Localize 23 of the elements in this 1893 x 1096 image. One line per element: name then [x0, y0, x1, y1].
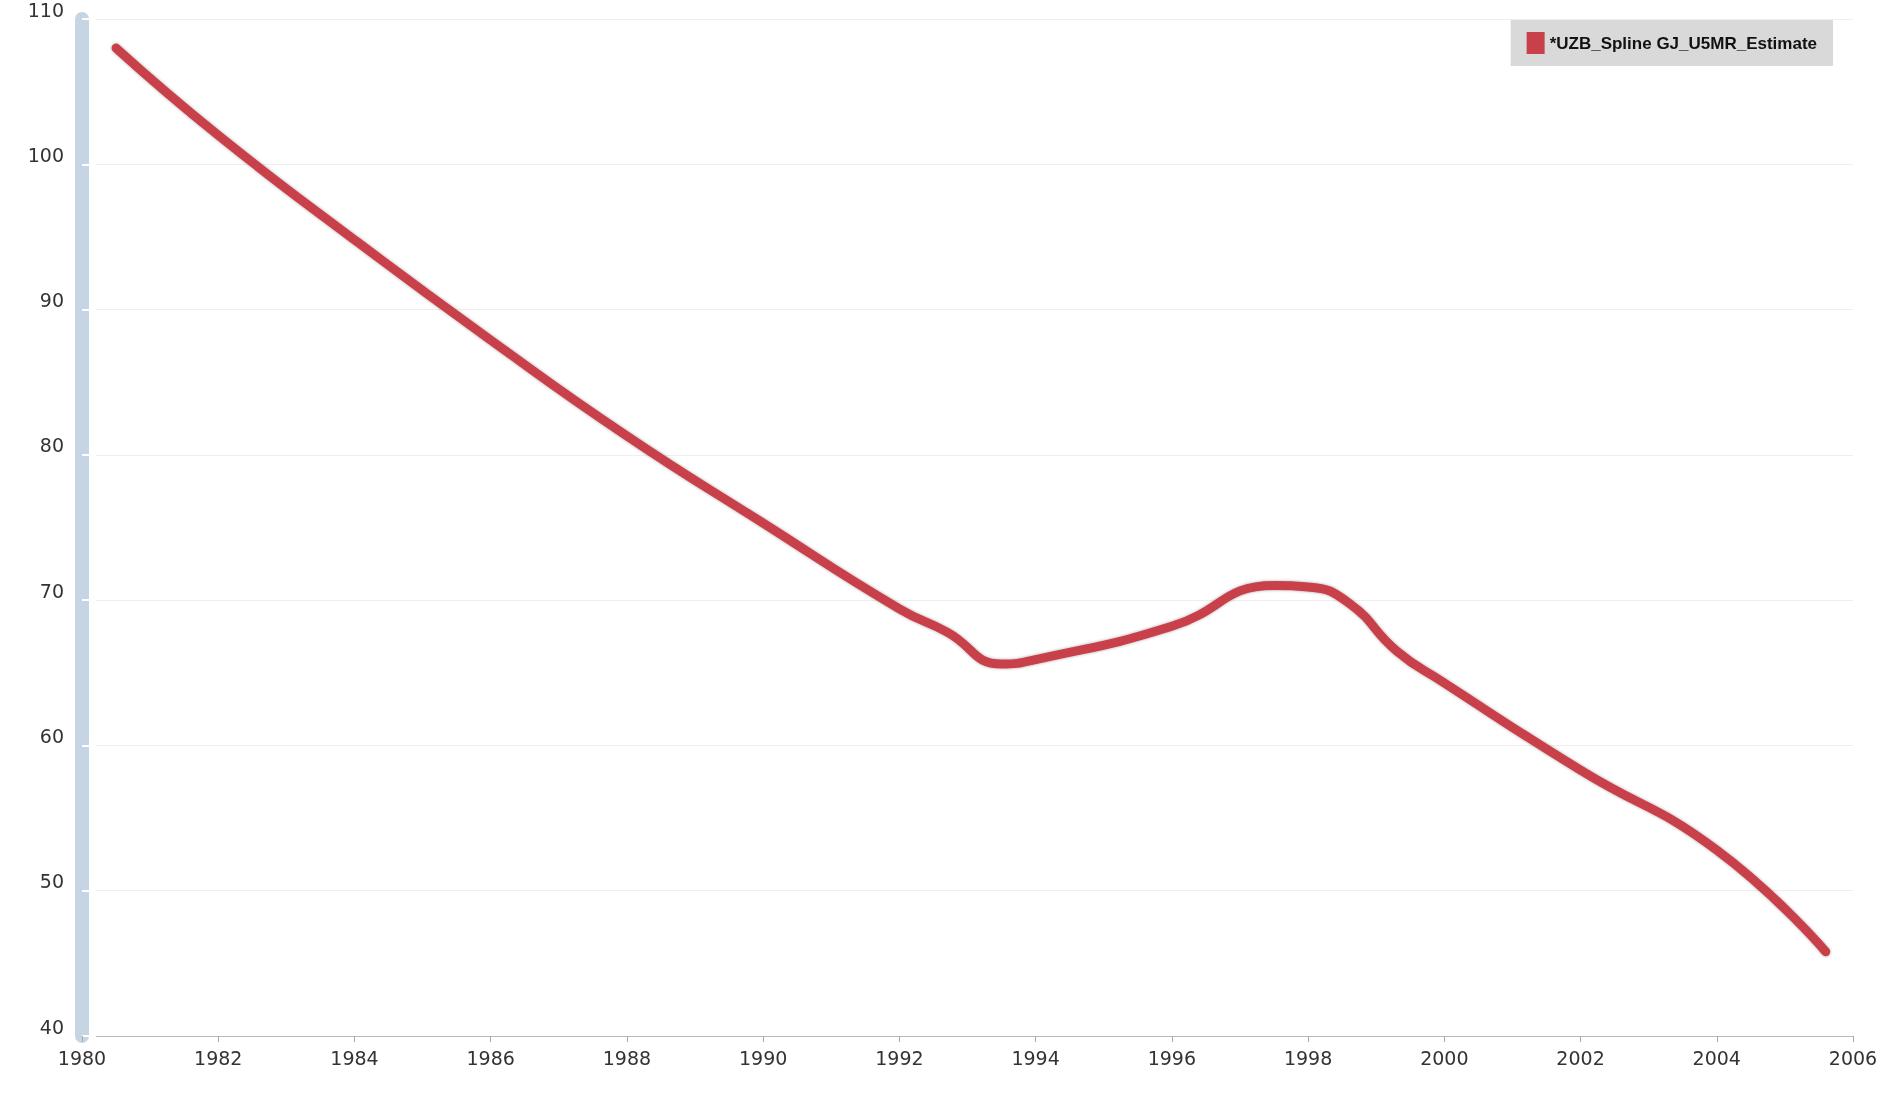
y-tick-label: 70 [39, 579, 64, 602]
x-tick-label: 1992 [875, 1046, 924, 1069]
y-tick-label: 40 [39, 1015, 64, 1038]
x-tick-label: 1994 [1011, 1046, 1060, 1069]
y-tick-label: 60 [39, 724, 64, 747]
x-tick-label: 1986 [466, 1046, 515, 1069]
x-tick-label: 1988 [602, 1046, 652, 1069]
x-tick-label: 1982 [194, 1046, 243, 1069]
x-tick-label: 1998 [1283, 1046, 1333, 1069]
x-tick-label: 2000 [1420, 1046, 1469, 1069]
y-tick-label: 90 [39, 289, 64, 312]
x-tick-label: 2002 [1556, 1046, 1605, 1069]
x-tick-label: 1984 [330, 1046, 379, 1069]
y-tick-label: 50 [39, 870, 64, 893]
y-tick-label: 80 [39, 434, 64, 457]
x-tick-label: 1990 [738, 1046, 788, 1069]
y-tick-label: 100 [27, 143, 64, 166]
x-tick-label: 2006 [1828, 1046, 1878, 1069]
x-tick-label: 1996 [1147, 1046, 1197, 1069]
x-tick-label: 2004 [1692, 1046, 1741, 1069]
y-tick-label: 110 [27, 0, 64, 21]
legend-label: *UZB_Spline GJ_U5MR_Estimate [1549, 33, 1818, 53]
x-tick-label: 1980 [57, 1046, 107, 1069]
